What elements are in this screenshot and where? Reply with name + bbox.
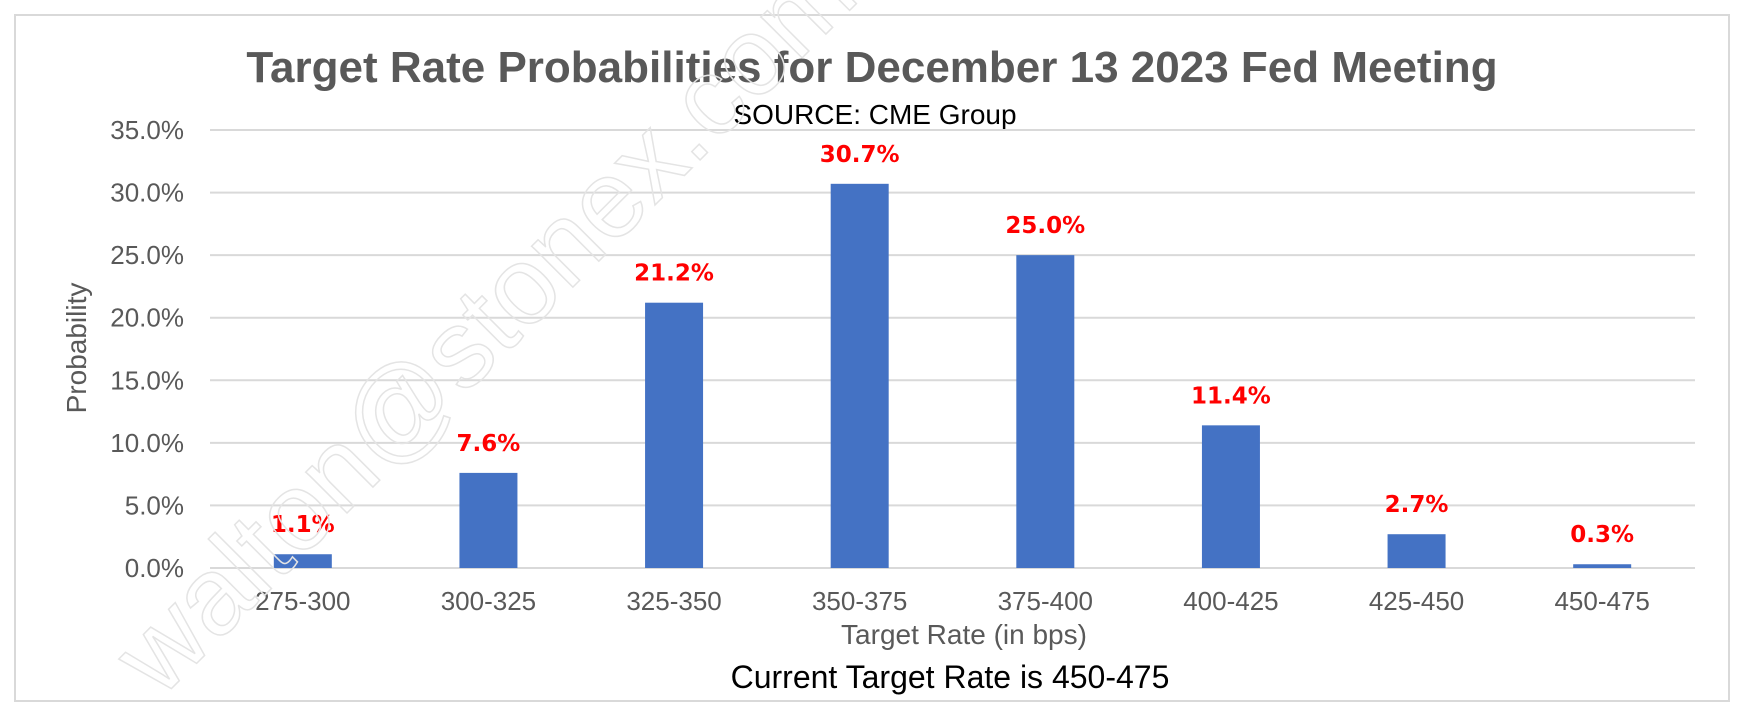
data-label-400-425: 11.4% xyxy=(1191,383,1271,409)
x-tick-label: 400-425 xyxy=(1183,586,1278,616)
y-axis-title: Probability xyxy=(61,283,92,414)
x-tick-label: 425-450 xyxy=(1369,586,1464,616)
data-label-425-450: 2.7% xyxy=(1385,492,1449,518)
x-tick-label: 300-325 xyxy=(441,586,536,616)
gridlines xyxy=(210,129,1695,569)
data-labels: 1.1% 7.6% 21.2% 30.7% 25.0% 11.4% 2.7% 0.3% xyxy=(271,142,1634,548)
x-tick-label: 275-300 xyxy=(255,586,350,616)
x-tick-label: 375-400 xyxy=(998,586,1093,616)
chart-subtitle: SOURCE: CME Group xyxy=(733,99,1016,130)
x-tick-label: 350-375 xyxy=(812,586,907,616)
x-axis-ticks: 275-300 300-325 325-350 350-375 375-400 400-4… xyxy=(255,586,1650,616)
y-tick-label: 15.0% xyxy=(110,365,184,395)
data-label-325-350: 21.2% xyxy=(634,261,714,287)
bar-425-450 xyxy=(1387,534,1446,568)
data-label-275-300: 1.1% xyxy=(271,512,335,538)
x-tick-label: 450-475 xyxy=(1554,586,1649,616)
y-tick-label: 35.0% xyxy=(110,115,184,145)
data-label-300-325: 7.6% xyxy=(457,431,521,457)
data-label-375-400: 25.0% xyxy=(1005,213,1085,239)
chart-title: Target Rate Probabilities for December 1… xyxy=(246,43,1497,92)
bar-400-425 xyxy=(1201,425,1260,568)
bar-350-375 xyxy=(830,183,889,568)
bars xyxy=(273,183,1632,568)
data-label-450-475: 0.3% xyxy=(1570,522,1634,548)
y-tick-label: 25.0% xyxy=(110,240,184,270)
bar-275-300 xyxy=(273,554,332,568)
y-tick-label: 0.0% xyxy=(125,553,184,583)
bar-375-400 xyxy=(1016,255,1075,568)
y-tick-label: 30.0% xyxy=(110,178,184,208)
bar-450-475 xyxy=(1573,564,1632,568)
y-tick-label: 10.0% xyxy=(110,428,184,458)
x-axis-title: Target Rate (in bps) xyxy=(841,619,1087,650)
data-label-350-375: 30.7% xyxy=(820,142,900,168)
bar-325-350 xyxy=(645,302,704,568)
y-axis-ticks: 0.0% 5.0% 10.0% 15.0% 20.0% 25.0% 30.0% 35.0% xyxy=(110,115,184,583)
x-tick-label: 325-350 xyxy=(626,586,721,616)
footnote-current-target-rate: Current Target Rate is 450-475 xyxy=(731,659,1170,695)
bar-300-325 xyxy=(459,472,518,568)
y-tick-label: 5.0% xyxy=(125,490,184,520)
y-tick-label: 20.0% xyxy=(110,303,184,333)
